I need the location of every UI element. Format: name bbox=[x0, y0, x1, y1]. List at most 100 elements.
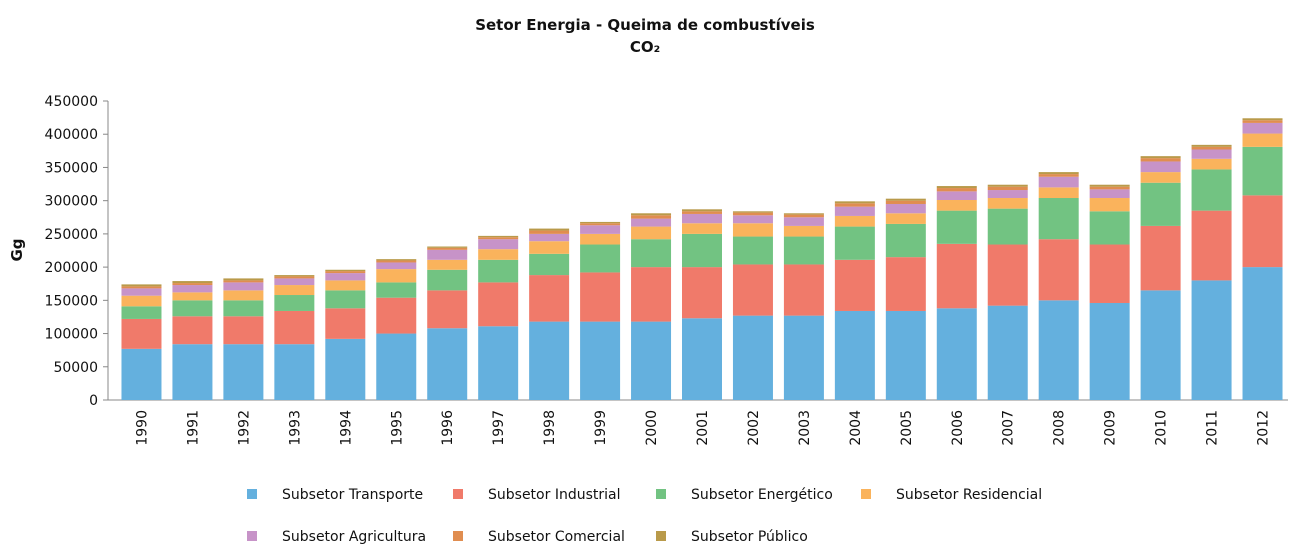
y-tick-label: 300000 bbox=[45, 194, 98, 210]
bar-segment bbox=[936, 188, 977, 192]
chart-title: Setor Energia - Queima de combustíveis bbox=[475, 16, 815, 34]
bar-segment bbox=[1191, 158, 1232, 170]
bar-segment bbox=[834, 259, 875, 311]
bar-segment bbox=[885, 203, 926, 214]
bar-segment bbox=[427, 290, 468, 329]
bar-segment bbox=[1191, 280, 1232, 400]
bar-segment bbox=[172, 283, 213, 286]
bar-segment bbox=[987, 198, 1028, 209]
bar-segment bbox=[1089, 184, 1130, 187]
bar-segment bbox=[478, 259, 519, 283]
bar-segment bbox=[580, 225, 621, 234]
legend-label: Subsetor Residencial bbox=[896, 487, 1042, 503]
bar-segment bbox=[1089, 186, 1130, 190]
bar-segment bbox=[274, 275, 315, 277]
bar-segment bbox=[1089, 302, 1130, 400]
x-tick-label: 2006 bbox=[950, 410, 966, 446]
bar-segment bbox=[325, 308, 366, 339]
x-tick-label: 1998 bbox=[542, 410, 558, 446]
bar-segment bbox=[121, 348, 162, 400]
bar-segment bbox=[682, 209, 722, 212]
x-tick-label: 1995 bbox=[389, 410, 405, 446]
bar-segment bbox=[783, 214, 824, 218]
x-tick-label: 1993 bbox=[287, 410, 303, 446]
bar-segment bbox=[172, 344, 213, 400]
bar-segment bbox=[427, 246, 468, 248]
bar-segment bbox=[580, 223, 621, 226]
bar-segment bbox=[478, 282, 519, 327]
x-tick-label: 2010 bbox=[1154, 410, 1170, 446]
legend-swatch bbox=[656, 531, 666, 541]
bar-segment bbox=[121, 318, 162, 349]
x-tick-label: 1997 bbox=[491, 410, 507, 446]
bar-segment bbox=[274, 344, 315, 400]
bar-segment bbox=[1038, 174, 1079, 177]
y-tick-label: 0 bbox=[89, 393, 98, 409]
bar-segment bbox=[1140, 172, 1181, 183]
legend-label: Subsetor Transporte bbox=[282, 487, 423, 503]
bar-segment bbox=[631, 215, 672, 219]
bar-segment bbox=[223, 344, 264, 400]
x-tick-label: 2008 bbox=[1052, 410, 1068, 446]
bar-segment bbox=[172, 316, 213, 345]
bar-segment bbox=[172, 285, 213, 293]
bar-segment bbox=[478, 239, 519, 250]
y-tick-label: 150000 bbox=[45, 293, 98, 309]
bar-segment bbox=[1191, 149, 1232, 159]
bar-segment bbox=[1089, 189, 1130, 199]
bar-segment bbox=[834, 310, 875, 400]
bar-segment bbox=[936, 308, 977, 400]
x-tick-label: 1994 bbox=[338, 410, 354, 446]
bar-segment bbox=[1089, 211, 1130, 245]
bar-segment bbox=[987, 186, 1028, 191]
bar-segment bbox=[274, 278, 315, 286]
bar-segment bbox=[631, 213, 672, 216]
bar-segment bbox=[1191, 210, 1232, 281]
bar-segment bbox=[325, 273, 366, 281]
bar-segment bbox=[987, 244, 1028, 306]
bar-segment bbox=[732, 211, 773, 213]
bar-segment bbox=[325, 269, 366, 272]
x-tick-label: 1999 bbox=[593, 410, 609, 446]
bar-segment bbox=[1038, 187, 1079, 199]
bar-segment bbox=[274, 276, 315, 279]
x-tick-label: 2011 bbox=[1205, 410, 1221, 446]
bar-segment bbox=[580, 221, 621, 224]
bar-segment bbox=[1038, 172, 1079, 175]
bar-segment bbox=[121, 295, 162, 307]
bar-segment bbox=[936, 191, 977, 201]
y-tick-label: 450000 bbox=[45, 94, 98, 110]
bar-segment bbox=[1242, 120, 1283, 123]
bar-segment bbox=[631, 239, 672, 268]
bar-segment bbox=[732, 264, 773, 316]
bar-segment bbox=[682, 318, 722, 400]
bar-segment bbox=[376, 269, 417, 283]
bar-segment bbox=[580, 272, 621, 322]
bar-segment bbox=[325, 271, 366, 274]
bar-segment bbox=[325, 338, 366, 400]
bar-segment bbox=[427, 247, 468, 250]
bar-segment bbox=[427, 328, 468, 400]
bar-segment bbox=[376, 297, 417, 334]
bar-segment bbox=[732, 223, 773, 237]
bar-segment bbox=[172, 300, 213, 317]
x-tick-label: 2009 bbox=[1103, 410, 1119, 446]
legend-swatch bbox=[247, 531, 257, 541]
bar-segment bbox=[376, 333, 417, 400]
bar-segment bbox=[885, 223, 926, 258]
bar-segment bbox=[783, 225, 824, 237]
bar-segment bbox=[885, 213, 926, 224]
bar-segment bbox=[529, 321, 570, 400]
bar-segment bbox=[732, 315, 773, 400]
bar-segment bbox=[274, 310, 315, 345]
legend-label: Subsetor Energético bbox=[691, 487, 833, 503]
bar-segment bbox=[834, 215, 875, 227]
bar-segment bbox=[682, 223, 722, 234]
bar-segment bbox=[1242, 146, 1283, 196]
bar-segment bbox=[1140, 161, 1181, 173]
bar-segment bbox=[1038, 176, 1079, 188]
bar-segment bbox=[936, 200, 977, 211]
bar-segment bbox=[834, 201, 875, 204]
y-tick-label: 200000 bbox=[45, 260, 98, 276]
bar-segment bbox=[478, 249, 519, 260]
